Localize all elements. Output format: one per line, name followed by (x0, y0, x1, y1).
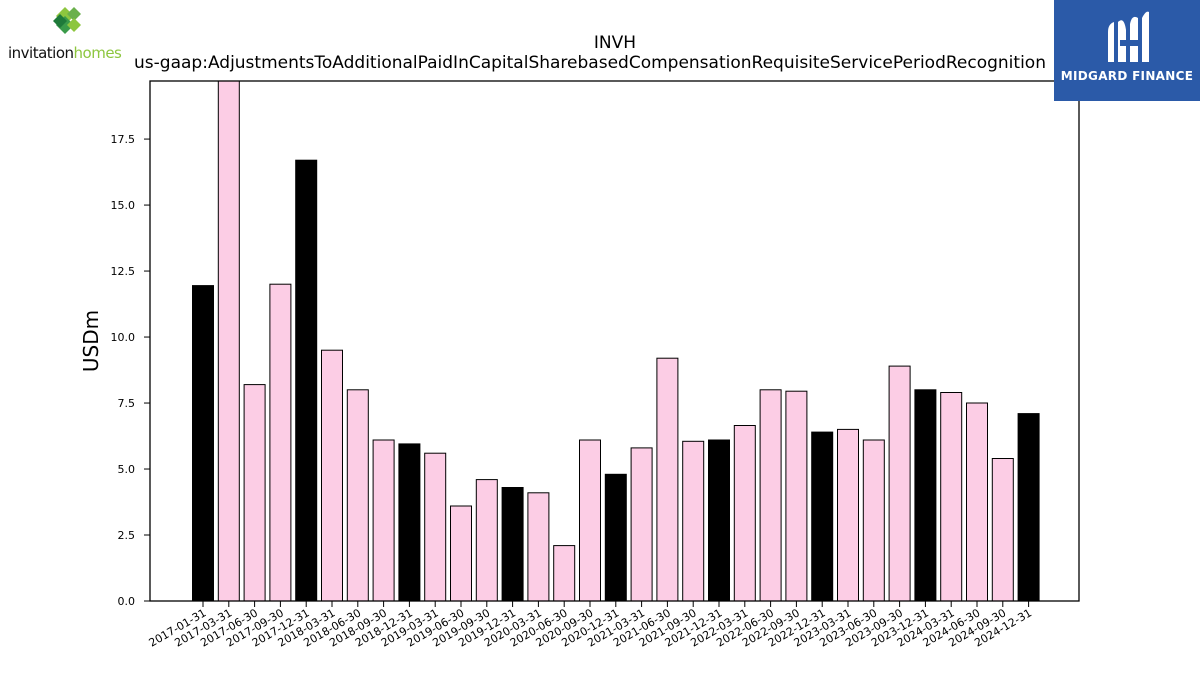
bar-2018-12-31 (398, 443, 421, 602)
chart-subtitle: us-gaap:AdjustmentsToAdditionalPaidInCap… (134, 53, 1046, 73)
y-tick-label: 5.0 (118, 463, 136, 476)
midgard-mark-icon (1108, 11, 1149, 63)
bar-2018-09-30 (372, 439, 395, 602)
logo-word-2: homes (73, 44, 122, 62)
bar-2019-12-31 (501, 487, 524, 602)
plot-frame (149, 80, 1080, 602)
bar-2022-09-30 (785, 390, 808, 602)
bar-2021-06-30 (656, 357, 679, 602)
bar-2023-06-30 (862, 439, 885, 602)
bar-2021-03-31 (630, 447, 653, 602)
midgard-logo-text: MIDGARD FINANCE (1060, 69, 1194, 83)
bar-2021-09-30 (682, 440, 705, 602)
x-axis-ticks: 2017-01-312017-03-312017-06-302017-09-30… (147, 601, 1034, 650)
bar-2023-12-31 (914, 389, 937, 602)
bar-2022-03-31 (733, 425, 756, 602)
logo-diamond-icon (53, 7, 81, 34)
y-tick-label: 0.0 (118, 595, 136, 608)
bar-2020-06-30 (553, 545, 576, 602)
y-tick-label: 15.0 (111, 199, 136, 212)
logo-word-1: invitation (8, 44, 74, 62)
bar-2023-09-30 (888, 365, 911, 602)
y-axis-label: USDm (79, 310, 103, 372)
bar-2024-06-30 (966, 402, 988, 602)
bar-2017-12-31 (295, 159, 318, 602)
bar-2019-09-30 (475, 479, 498, 602)
bar-2019-03-31 (424, 452, 447, 602)
bar-2020-09-30 (579, 439, 601, 602)
bar-2024-03-31 (940, 392, 963, 602)
bar-2019-06-30 (450, 505, 472, 602)
bar-2024-12-31 (1017, 413, 1040, 602)
midgard-finance-logo: MIDGARD FINANCE (1054, 0, 1200, 101)
bar-2020-12-31 (604, 473, 627, 602)
bar-2018-06-30 (346, 389, 369, 602)
bar-2017-03-31 (217, 80, 240, 602)
bar-2018-03-31 (321, 349, 343, 602)
bar-2022-12-31 (811, 431, 834, 602)
chart-title: INVH (594, 33, 636, 53)
bar-2022-06-30 (759, 389, 782, 602)
invitation-homes-logo: invitationhomes (4, 4, 134, 64)
bar-2021-12-31 (708, 439, 730, 602)
y-tick-label: 12.5 (111, 265, 136, 278)
y-tick-label: 10.0 (111, 331, 136, 344)
y-tick-label: 2.5 (118, 529, 136, 542)
bar-2017-01-31 (192, 285, 214, 602)
logo-wordmark: invitationhomes (8, 44, 122, 62)
bars-group (192, 80, 1040, 602)
bar-2023-03-31 (837, 428, 859, 602)
y-tick-label: 7.5 (118, 397, 136, 410)
bar-2020-03-31 (527, 492, 550, 602)
y-axis-ticks: 0.0 2.5 5.0 7.5 10.0 12.5 15.0 17.5 (111, 133, 150, 608)
y-tick-label: 17.5 (111, 133, 136, 146)
bar-2017-06-30 (243, 384, 266, 602)
bar-2017-09-30 (269, 283, 292, 602)
bar-2024-09-30 (991, 458, 1014, 602)
